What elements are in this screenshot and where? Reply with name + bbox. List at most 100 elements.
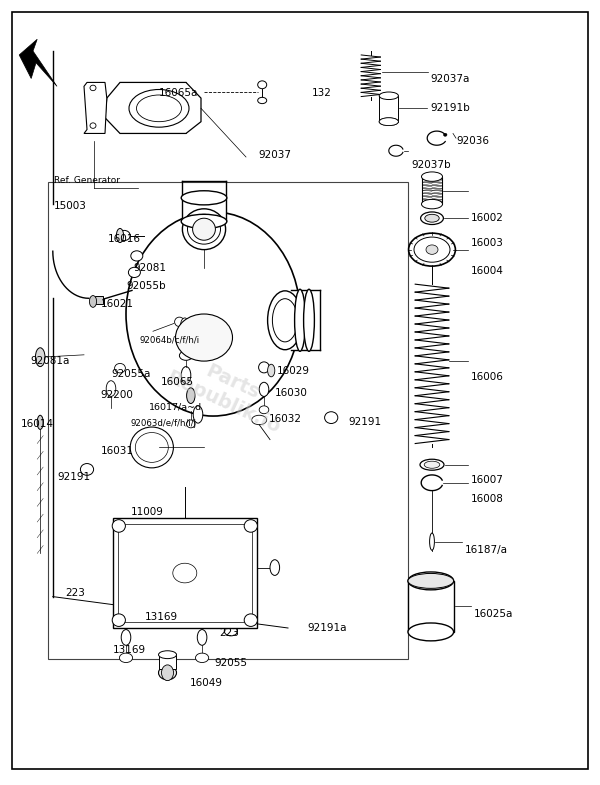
Text: 16004: 16004 bbox=[471, 266, 504, 276]
Ellipse shape bbox=[182, 209, 226, 250]
Text: 223: 223 bbox=[65, 589, 85, 598]
Ellipse shape bbox=[90, 86, 96, 91]
Ellipse shape bbox=[187, 420, 195, 428]
Text: 16032: 16032 bbox=[269, 414, 302, 424]
Text: 92055: 92055 bbox=[214, 659, 247, 668]
Polygon shape bbox=[105, 82, 201, 133]
Ellipse shape bbox=[175, 317, 184, 327]
Ellipse shape bbox=[304, 290, 314, 352]
Ellipse shape bbox=[421, 172, 443, 181]
Text: 92063d/e/f/h/i/j: 92063d/e/f/h/i/j bbox=[131, 419, 197, 429]
Text: 16029: 16029 bbox=[277, 367, 310, 376]
Text: 92055b: 92055b bbox=[126, 281, 166, 290]
Polygon shape bbox=[19, 39, 57, 86]
Bar bbox=[422, 177, 442, 204]
Ellipse shape bbox=[187, 214, 221, 244]
Ellipse shape bbox=[158, 666, 176, 680]
Ellipse shape bbox=[90, 123, 96, 128]
Ellipse shape bbox=[193, 218, 215, 240]
Ellipse shape bbox=[408, 572, 454, 590]
Ellipse shape bbox=[131, 250, 143, 261]
Ellipse shape bbox=[224, 626, 238, 636]
Bar bbox=[95, 296, 103, 304]
Text: 92081a: 92081a bbox=[30, 356, 70, 366]
Ellipse shape bbox=[426, 245, 438, 254]
Text: 92191a: 92191a bbox=[307, 623, 347, 633]
Ellipse shape bbox=[252, 415, 266, 425]
Ellipse shape bbox=[259, 382, 269, 396]
Text: 13169: 13169 bbox=[113, 645, 146, 655]
Ellipse shape bbox=[270, 560, 280, 575]
Text: 223: 223 bbox=[219, 628, 239, 637]
Text: 11009: 11009 bbox=[131, 507, 164, 517]
Text: 92200: 92200 bbox=[101, 390, 134, 400]
Ellipse shape bbox=[272, 299, 298, 342]
Ellipse shape bbox=[421, 199, 443, 209]
Ellipse shape bbox=[197, 630, 207, 645]
Ellipse shape bbox=[259, 362, 269, 373]
Ellipse shape bbox=[268, 364, 275, 377]
Ellipse shape bbox=[196, 653, 209, 663]
Bar bbox=[408, 581, 454, 632]
Text: 16002: 16002 bbox=[471, 214, 504, 223]
Text: 132: 132 bbox=[312, 88, 332, 97]
Ellipse shape bbox=[121, 630, 131, 645]
Ellipse shape bbox=[379, 118, 398, 126]
Ellipse shape bbox=[179, 351, 193, 360]
Ellipse shape bbox=[193, 406, 203, 423]
Ellipse shape bbox=[379, 92, 398, 100]
Bar bbox=[113, 518, 257, 628]
Ellipse shape bbox=[408, 623, 454, 641]
Ellipse shape bbox=[181, 318, 189, 332]
Text: 92081: 92081 bbox=[133, 264, 166, 273]
Bar bbox=[118, 524, 252, 622]
Ellipse shape bbox=[379, 118, 398, 126]
Ellipse shape bbox=[443, 133, 447, 137]
Text: 16065a: 16065a bbox=[159, 88, 199, 97]
Text: 92191: 92191 bbox=[348, 417, 381, 426]
Ellipse shape bbox=[126, 212, 300, 416]
Ellipse shape bbox=[129, 89, 189, 127]
Ellipse shape bbox=[421, 212, 443, 225]
Ellipse shape bbox=[181, 214, 227, 228]
Ellipse shape bbox=[259, 406, 269, 414]
Text: 16007: 16007 bbox=[471, 476, 504, 485]
Ellipse shape bbox=[244, 520, 257, 532]
Ellipse shape bbox=[414, 237, 450, 262]
Text: 92037: 92037 bbox=[258, 150, 291, 159]
Text: 92037b: 92037b bbox=[412, 160, 451, 170]
Ellipse shape bbox=[161, 665, 173, 681]
Text: 16187/a: 16187/a bbox=[465, 545, 508, 554]
Text: Parts
Republik.io: Parts Republik.io bbox=[163, 348, 293, 437]
Ellipse shape bbox=[425, 214, 439, 222]
Text: 16014: 16014 bbox=[21, 419, 54, 429]
Ellipse shape bbox=[37, 415, 43, 429]
Text: 16006: 16006 bbox=[471, 372, 504, 382]
Text: 92055a: 92055a bbox=[111, 369, 151, 378]
Ellipse shape bbox=[158, 651, 176, 659]
Ellipse shape bbox=[130, 427, 173, 468]
Ellipse shape bbox=[325, 411, 338, 424]
Polygon shape bbox=[84, 82, 107, 133]
Ellipse shape bbox=[128, 267, 140, 278]
Ellipse shape bbox=[409, 233, 455, 266]
Ellipse shape bbox=[295, 290, 305, 352]
Text: 13169: 13169 bbox=[145, 612, 178, 622]
Ellipse shape bbox=[430, 533, 434, 550]
Ellipse shape bbox=[119, 653, 133, 663]
Text: 16049: 16049 bbox=[190, 678, 223, 688]
Ellipse shape bbox=[181, 367, 191, 384]
Ellipse shape bbox=[89, 296, 97, 307]
Bar bbox=[182, 190, 226, 237]
Text: 92037a: 92037a bbox=[431, 74, 470, 83]
Bar bbox=[159, 655, 176, 669]
Text: 16017/a~d: 16017/a~d bbox=[149, 402, 202, 411]
Text: 16003: 16003 bbox=[471, 239, 504, 248]
Text: 16030: 16030 bbox=[275, 388, 308, 397]
Ellipse shape bbox=[268, 291, 302, 350]
Bar bbox=[48, 182, 408, 659]
Bar bbox=[291, 291, 320, 350]
Ellipse shape bbox=[118, 231, 130, 240]
Ellipse shape bbox=[244, 614, 257, 626]
Text: 16008: 16008 bbox=[471, 495, 504, 504]
